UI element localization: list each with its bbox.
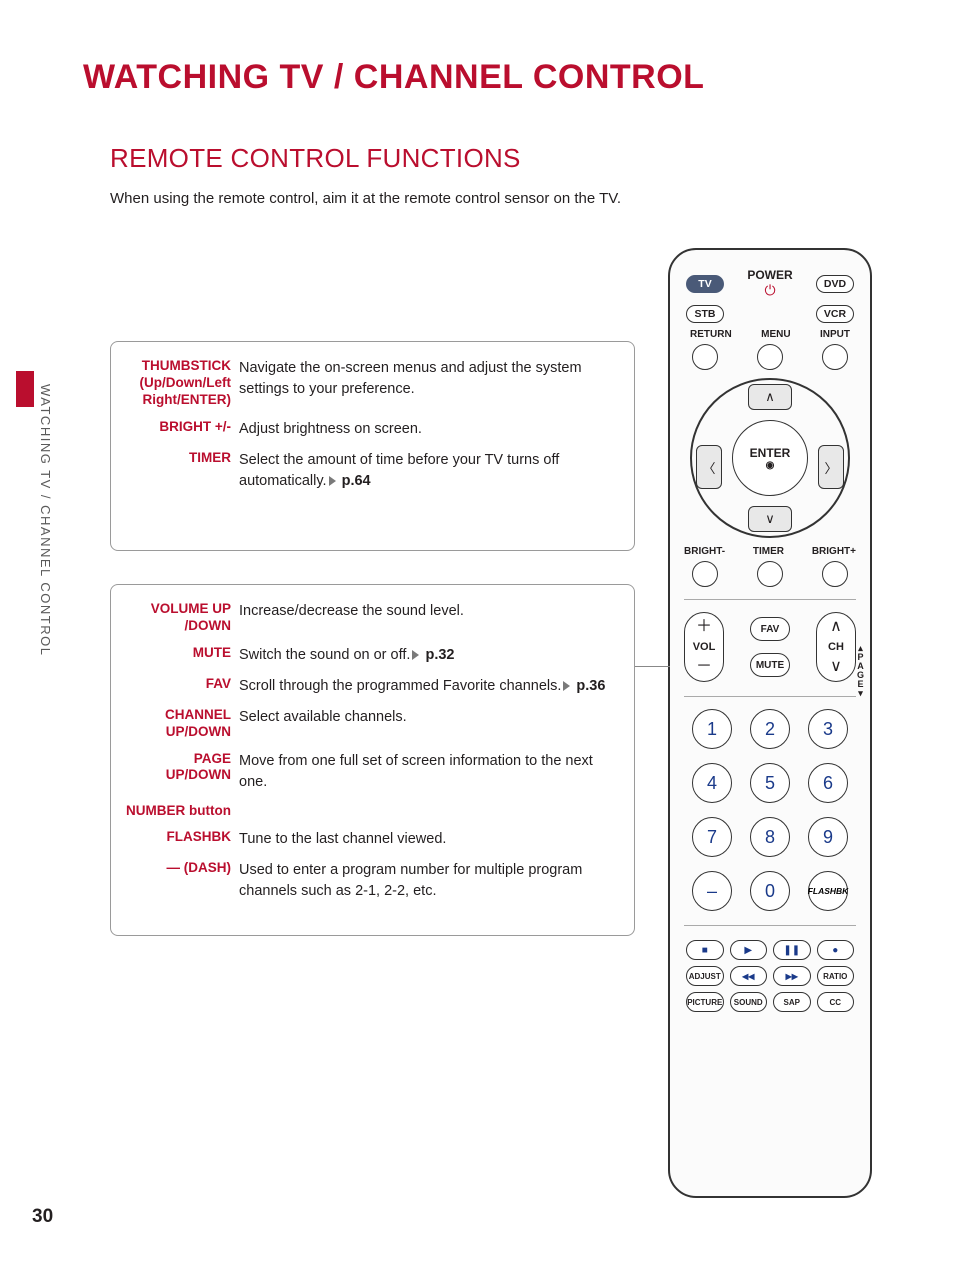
side-tab-label: WATCHING TV / CHANNEL CONTROL	[38, 384, 53, 656]
bright-plus-label: BRIGHT+	[812, 546, 856, 557]
num-5-button: 5	[750, 763, 790, 803]
remote-top-row-2: STB VCR	[670, 305, 870, 323]
timer-button	[757, 561, 783, 587]
power-label: POWER	[747, 268, 792, 282]
play-button: ▶	[730, 940, 768, 960]
sub-title: REMOTE CONTROL FUNCTIONS	[110, 143, 521, 174]
row-label: THUMBSTICK (Up/Down/Left Right/ENTER)	[125, 358, 239, 409]
transport-row-1: ■ ▶ ❚❚ ●	[670, 940, 870, 960]
num-3-button: 3	[808, 709, 848, 749]
num-9-button: 9	[808, 817, 848, 857]
description-box-2: VOLUME UP /DOWNIncrease/decrease the sou…	[110, 584, 635, 936]
row-label: — (DASH)	[125, 860, 239, 902]
remote-top-row-1: TV POWER ⏻ DVD	[670, 268, 870, 299]
dpad-left: 〈	[696, 445, 722, 489]
dpad-down: ∨	[748, 506, 792, 532]
return-label: RETURN	[690, 329, 732, 340]
fav-button: FAV	[750, 617, 790, 641]
transport-row-2: ADJUST ◀◀ ▶▶ RATIO	[670, 966, 870, 986]
pause-button: ❚❚	[773, 940, 811, 960]
separator-2	[684, 696, 856, 697]
stop-button: ■	[686, 940, 724, 960]
input-button	[822, 344, 848, 370]
ratio-button: RATIO	[817, 966, 855, 986]
input-label: INPUT	[820, 329, 850, 340]
num-2-button: 2	[750, 709, 790, 749]
dvd-pill: DVD	[816, 275, 854, 293]
bright-minus-button	[692, 561, 718, 587]
row-label: NUMBER button	[125, 803, 239, 820]
ch-rocker: ∧ CH ∨	[816, 612, 856, 682]
num-8-button: 8	[750, 817, 790, 857]
return-button	[692, 344, 718, 370]
row-text: Tune to the last channel viewed.	[239, 829, 620, 850]
main-title: WATCHING TV / CHANNEL CONTROL	[83, 58, 704, 97]
dpad-up: ∧	[748, 384, 792, 410]
num-1-button: 1	[692, 709, 732, 749]
side-accent-bar	[16, 371, 34, 407]
ff-button: ▶▶	[773, 966, 811, 986]
mute-button: MUTE	[750, 653, 790, 677]
num-0-button: 0	[750, 871, 790, 911]
row-text: Switch the sound on or off. p.32	[239, 645, 620, 666]
num-7-button: 7	[692, 817, 732, 857]
row-text: Select the amount of time before your TV…	[239, 450, 620, 492]
row-text	[239, 803, 620, 820]
dash-button: –	[692, 871, 732, 911]
dpad-right: 〉	[818, 445, 844, 489]
row-text: Move from one full set of screen informa…	[239, 751, 620, 793]
row-label: FAV	[125, 676, 239, 697]
sap-button: SAP	[773, 992, 811, 1012]
page-number: 30	[32, 1206, 53, 1228]
tv-pill: TV	[686, 275, 724, 293]
sound-button: SOUND	[730, 992, 768, 1012]
separator-3	[684, 925, 856, 926]
row-text: Used to enter a program number for multi…	[239, 860, 620, 902]
separator-1	[684, 599, 856, 600]
row-label: FLASHBK	[125, 829, 239, 850]
vcr-pill: VCR	[816, 305, 854, 323]
row-label: BRIGHT +/-	[125, 419, 239, 440]
row-text: Increase/decrease the sound level.	[239, 601, 620, 635]
row-label: MUTE	[125, 645, 239, 666]
row-text: Select available channels.	[239, 707, 620, 741]
timer-label: TIMER	[753, 546, 784, 557]
picture-button: PICTURE	[686, 992, 724, 1012]
remote-circle-row-2	[670, 561, 870, 587]
row-text: Navigate the on-screen menus and adjust …	[239, 358, 620, 409]
row-label: PAGE UP/DOWN	[125, 751, 239, 793]
adjust-button: ADJUST	[686, 966, 724, 986]
cc-button: CC	[817, 992, 855, 1012]
bright-plus-button	[822, 561, 848, 587]
row-label: TIMER	[125, 450, 239, 492]
page-vertical-label: ▴PAGE▾	[857, 644, 864, 698]
record-button: ●	[817, 940, 855, 960]
stb-pill: STB	[686, 305, 724, 323]
power-icon: ⏻	[747, 282, 792, 299]
bright-minus-label: BRIGHT-	[684, 546, 725, 557]
menu-label: MENU	[761, 329, 790, 340]
transport-row-3: PICTURE SOUND SAP CC	[670, 992, 870, 1012]
vol-ch-block: ＋ VOL － FAV MUTE ∧ CH ∨	[670, 612, 870, 682]
callout-line	[635, 666, 670, 667]
num-4-button: 4	[692, 763, 732, 803]
remote-circle-row-1	[670, 344, 870, 370]
description-box-1: THUMBSTICK (Up/Down/Left Right/ENTER)Nav…	[110, 341, 635, 551]
remote-diagram: TV POWER ⏻ DVD STB VCR RETURN MENU INPUT…	[668, 248, 872, 1198]
dpad: ∧ ∨ 〈 〉 ENTER ◉	[690, 378, 850, 538]
row-text: Scroll through the programmed Favorite c…	[239, 676, 620, 697]
intro-text: When using the remote control, aim it at…	[110, 190, 621, 207]
bright-label-row: BRIGHT- TIMER BRIGHT+	[670, 546, 870, 557]
menu-button	[757, 344, 783, 370]
vol-rocker: ＋ VOL －	[684, 612, 724, 682]
enter-button: ENTER ◉	[732, 420, 808, 496]
remote-label-row: RETURN MENU INPUT	[670, 329, 870, 340]
keypad: 123 456 789 –0 FLASHBK	[670, 709, 870, 911]
rew-button: ◀◀	[730, 966, 768, 986]
row-text: Adjust brightness on screen.	[239, 419, 620, 440]
num-6-button: 6	[808, 763, 848, 803]
row-label: CHANNEL UP/DOWN	[125, 707, 239, 741]
row-label: VOLUME UP /DOWN	[125, 601, 239, 635]
flashbk-button: FLASHBK	[808, 871, 848, 911]
